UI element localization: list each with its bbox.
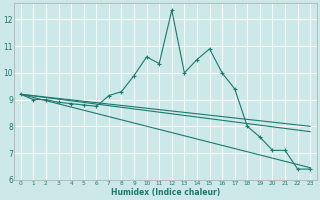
X-axis label: Humidex (Indice chaleur): Humidex (Indice chaleur) bbox=[111, 188, 220, 197]
